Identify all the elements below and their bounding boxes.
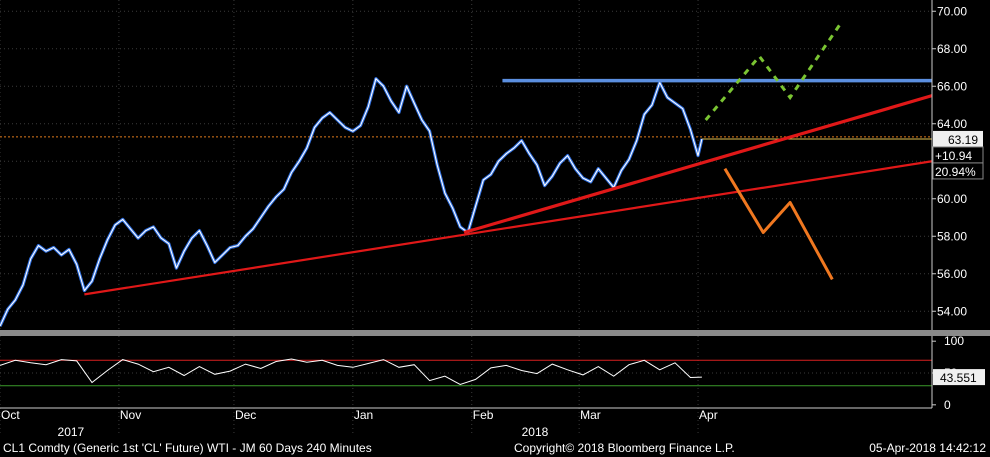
year-label: 2018 [522, 425, 549, 439]
price-tick-label: 54.00 [937, 304, 967, 318]
rsi-tick-label: 100 [944, 334, 964, 348]
year-label: 2017 [58, 425, 85, 439]
price-tick-label: 64.00 [937, 117, 967, 131]
ticker-description: CL1 Comdty (Generic 1st 'CL' Future) WTI… [3, 441, 372, 455]
price-tick-label: 56.00 [937, 267, 967, 281]
x-tick-label: Apr [699, 408, 718, 422]
rsi-panel [0, 358, 932, 387]
price-series-line [0, 78, 703, 327]
support-trendline [463, 94, 933, 235]
bullish-projection-path [704, 23, 842, 121]
rsi-series-line [0, 358, 702, 386]
copyright-text: Copyright© 2018 Bloomberg Finance L.P. [514, 441, 735, 455]
price-tick-label: 68.00 [937, 42, 967, 56]
last-price-box [933, 130, 983, 147]
change-pct-box [932, 162, 984, 180]
axes [0, 0, 990, 409]
x-tick-label: Jan [354, 408, 373, 422]
last-price-label: 63.19 [948, 133, 978, 147]
price-tick-label: 70.00 [937, 4, 967, 18]
rsi-last-box [933, 369, 985, 386]
support-trendline [84, 160, 933, 296]
overlays [84, 23, 933, 296]
price-tick-label: 66.00 [937, 79, 967, 93]
x-tick-label: Oct [1, 408, 20, 422]
panel-separator [0, 330, 990, 336]
x-tick-label: Nov [120, 408, 141, 422]
x-tick-label: Dec [235, 408, 256, 422]
bearish-projection-path [723, 167, 834, 281]
price-tick-label: 58.00 [937, 229, 967, 243]
x-tick-label: Feb [473, 408, 494, 422]
axis-labels: Oct Nov Dec Jan Feb Mar Apr 2017 2018 70.00 68.00 6… [1, 4, 985, 439]
x-tick-label: Mar [580, 408, 601, 422]
change-label: +10.94 [935, 149, 972, 163]
price-tick-label: 60.00 [937, 192, 967, 206]
change-pct-label: 20.94% [935, 165, 976, 179]
price-reference-lines [0, 136, 932, 140]
grid [0, 0, 932, 433]
price-series [0, 77, 704, 327]
rsi-last-label: 43.551 [940, 371, 977, 385]
rsi-tick-label: 0 [944, 398, 951, 412]
timestamp-text: 05-Apr-2018 14:42:12 [869, 441, 986, 455]
